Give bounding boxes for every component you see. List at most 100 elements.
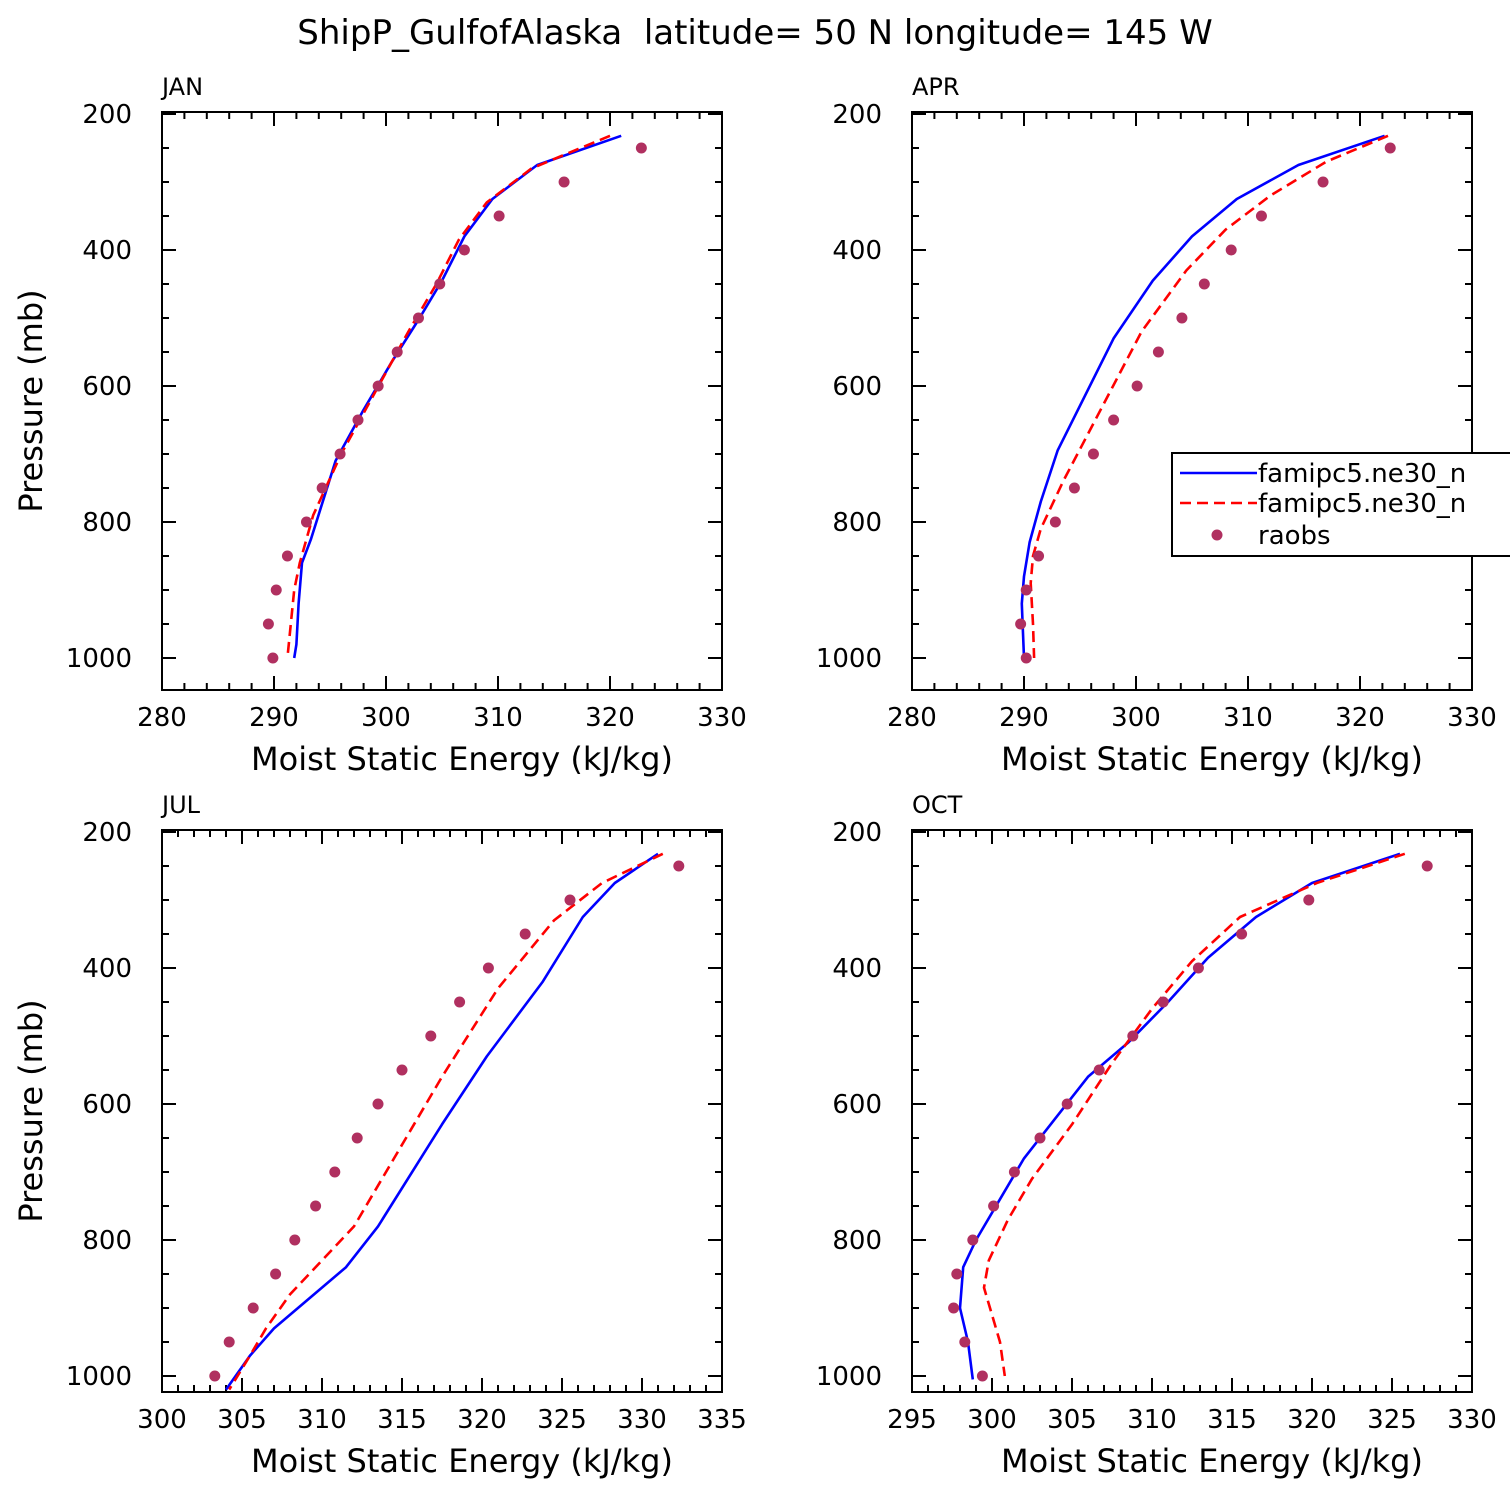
- raobs-point: [372, 380, 384, 392]
- x-tick-label: 320: [1287, 1405, 1337, 1435]
- raobs-point: [412, 312, 424, 324]
- series-line-solid: [1020, 134, 1386, 659]
- y-tick-label: 200: [832, 818, 882, 848]
- raobs-point: [948, 1302, 960, 1314]
- raobs-point: [673, 860, 685, 872]
- raobs-point: [270, 1268, 282, 1280]
- y-tick-label: 600: [82, 1090, 132, 1120]
- raobs-point: [310, 1200, 322, 1212]
- raobs-point: [1068, 482, 1080, 494]
- raobs-point: [967, 1234, 979, 1246]
- raobs-point: [434, 278, 446, 290]
- raobs-point: [281, 550, 293, 562]
- raobs-point: [1020, 652, 1032, 664]
- series-line-dashed: [286, 134, 611, 659]
- raobs-point: [262, 618, 274, 630]
- x-tick-label: 295: [887, 1405, 937, 1435]
- raobs-point: [976, 1370, 988, 1382]
- x-tick-label: 320: [585, 703, 635, 733]
- y-tick-label: 400: [832, 236, 882, 266]
- raobs-point: [951, 1268, 963, 1280]
- y-tick-label: 200: [82, 100, 132, 130]
- raobs-point: [247, 1302, 259, 1314]
- y-tick-label: 1000: [816, 644, 882, 674]
- raobs-point: [1225, 244, 1237, 256]
- panel-oct: OCT 295 300 305 310 315 320 325 330 200 400 600 800 1…: [816, 791, 1497, 1480]
- raobs-point: [558, 176, 570, 188]
- legend-entry-label: famipc5.ne30_n: [1258, 489, 1466, 519]
- raobs-point: [300, 516, 312, 528]
- plot-frame: [161, 829, 723, 1393]
- raobs-point: [267, 652, 279, 664]
- raobs-point: [1033, 550, 1045, 562]
- raobs-point: [270, 584, 282, 596]
- x-tick-label: 330: [697, 703, 747, 733]
- raobs-point: [1192, 962, 1204, 974]
- x-axis-label: Moist Static Energy (kJ/kg): [1001, 1442, 1423, 1480]
- plot-frame: [911, 829, 1473, 1393]
- raobs-point: [351, 1132, 363, 1144]
- x-axis-label: Moist Static Energy (kJ/kg): [1001, 740, 1423, 778]
- raobs-point: [482, 962, 494, 974]
- x-tick-label: 305: [1047, 1405, 1097, 1435]
- raobs-point: [289, 1234, 301, 1246]
- x-tick-label: 305: [217, 1405, 267, 1435]
- raobs-point: [1236, 928, 1248, 940]
- raobs-point: [1421, 860, 1433, 872]
- raobs-point: [334, 448, 346, 460]
- legend-entry-label: famipc5.ne30_n: [1258, 459, 1466, 489]
- y-tick-label: 800: [832, 1226, 882, 1256]
- y-tick-label: 400: [82, 954, 132, 984]
- raobs-point: [209, 1370, 221, 1382]
- series-line-dashed: [982, 852, 1406, 1377]
- x-tick-label: 325: [1367, 1405, 1417, 1435]
- raobs-point: [1087, 448, 1099, 460]
- raobs-point: [519, 928, 531, 940]
- x-tick-label: 300: [967, 1405, 1017, 1435]
- x-tick-label: 310: [1223, 703, 1273, 733]
- panel-apr: APR 280 290 300 310 320 330 200 400 600 800 1000 Moi…: [816, 73, 1510, 778]
- x-axis-label: Moist Static Energy (kJ/kg): [251, 740, 673, 778]
- raobs-point: [372, 1098, 384, 1110]
- x-tick-label: 300: [137, 1405, 187, 1435]
- raobs-point: [1127, 1030, 1139, 1042]
- x-tick-label: 280: [887, 703, 937, 733]
- raobs-point: [316, 482, 328, 494]
- raobs-point: [1008, 1166, 1020, 1178]
- panel-label: JAN: [160, 73, 203, 101]
- panel-label: JUL: [160, 791, 201, 819]
- raobs-point: [1255, 210, 1267, 222]
- raobs-point: [425, 1030, 437, 1042]
- raobs-point: [1093, 1064, 1105, 1076]
- y-tick-label: 1000: [66, 644, 132, 674]
- raobs-point: [1108, 414, 1120, 426]
- x-axis-label: Moist Static Energy (kJ/kg): [251, 1442, 673, 1480]
- y-tick-label: 400: [82, 236, 132, 266]
- raobs-point: [635, 142, 647, 154]
- raobs-point: [391, 346, 403, 358]
- series-line-solid: [958, 852, 1401, 1380]
- raobs-point: [1061, 1098, 1073, 1110]
- x-tick-label: 310: [297, 1405, 347, 1435]
- x-tick-label: 300: [361, 703, 411, 733]
- raobs-point: [223, 1336, 235, 1348]
- x-tick-label: 330: [1447, 703, 1497, 733]
- y-tick-label: 800: [82, 1226, 132, 1256]
- panel-label: OCT: [912, 791, 963, 819]
- x-tick-label: 315: [1207, 1405, 1257, 1435]
- raobs-point: [1198, 278, 1210, 290]
- y-tick-label: 200: [832, 100, 882, 130]
- figure-title: ShipP_GulfofAlaska latitude= 50 N longit…: [297, 13, 1212, 53]
- series-line-dashed: [1029, 134, 1389, 659]
- legend-marker-points: [1211, 529, 1223, 541]
- y-tick-label: 400: [832, 954, 882, 984]
- x-tick-label: 330: [1447, 1405, 1497, 1435]
- raobs-point: [959, 1336, 971, 1348]
- x-tick-label: 310: [473, 703, 523, 733]
- y-tick-label: 600: [82, 372, 132, 402]
- raobs-point: [1015, 618, 1027, 630]
- raobs-point: [1020, 584, 1032, 596]
- raobs-point: [1152, 346, 1164, 358]
- y-axis-label: Pressure (mb): [12, 999, 50, 1222]
